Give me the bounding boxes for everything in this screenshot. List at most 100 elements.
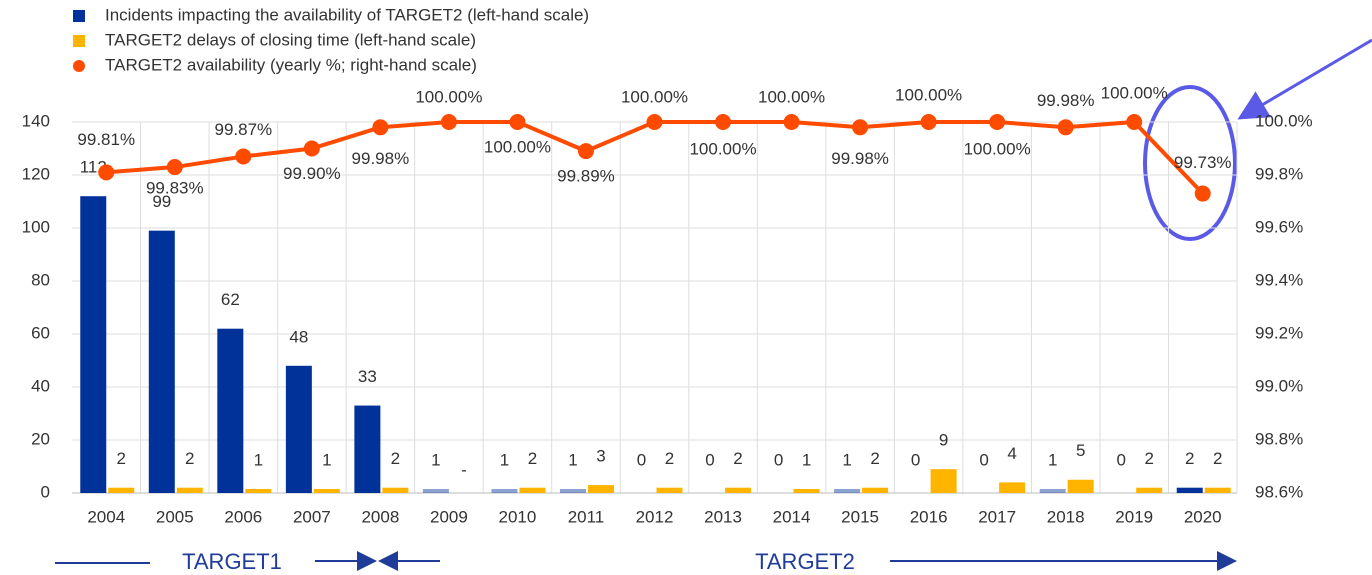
- data-label: 1: [254, 450, 263, 469]
- data-label: 99.73%: [1174, 153, 1232, 172]
- data-label: 1: [1048, 450, 1057, 469]
- data-label: -: [461, 460, 467, 479]
- point: [509, 114, 526, 130]
- y-tick-label: 140: [22, 111, 50, 130]
- point: [166, 159, 183, 176]
- legend-label: Incidents impacting the availability of …: [105, 5, 589, 24]
- data-label: 99.98%: [352, 149, 410, 168]
- y-tick-label: 0: [41, 482, 50, 501]
- point: [1126, 114, 1143, 130]
- data-label: 99: [152, 192, 171, 211]
- x-tick-label: 2016: [910, 507, 948, 526]
- y2-tick-label: 99.4%: [1255, 270, 1303, 289]
- legend-label: TARGET2 availability (yearly %; right-ha…: [105, 55, 477, 74]
- bar: [422, 489, 449, 493]
- data-label: 1: [842, 450, 851, 469]
- bar: [725, 487, 752, 493]
- y2-tick-label: 98.8%: [1255, 429, 1303, 448]
- point: [440, 114, 457, 130]
- bar: [1176, 487, 1203, 493]
- bar: [862, 487, 889, 493]
- data-label: 2: [733, 449, 742, 468]
- bar: [656, 487, 683, 493]
- data-label: 100.00%: [621, 87, 688, 106]
- bar: [1067, 479, 1094, 493]
- y-tick-label: 20: [31, 429, 50, 448]
- data-label: 99.98%: [1037, 91, 1095, 110]
- bar: [491, 489, 518, 493]
- bar: [1136, 487, 1163, 493]
- point: [1057, 119, 1074, 136]
- data-label: 99.89%: [557, 167, 615, 186]
- bar: [1204, 487, 1231, 493]
- bar: [793, 489, 820, 493]
- data-label: 0: [1116, 450, 1125, 469]
- data-label: 62: [221, 290, 240, 309]
- y2-tick-label: 99.0%: [1255, 376, 1303, 395]
- data-label: 2: [528, 449, 537, 468]
- data-label: 2: [185, 449, 194, 468]
- bar: [519, 487, 546, 493]
- bar: [999, 482, 1026, 493]
- data-label: 4: [1007, 444, 1016, 463]
- bar: [587, 485, 614, 493]
- data-label: 1: [500, 450, 509, 469]
- x-tick-label: 2013: [704, 507, 742, 526]
- y2-tick-label: 99.2%: [1255, 323, 1303, 342]
- bar: [285, 365, 312, 493]
- data-label: 1: [322, 450, 331, 469]
- bar: [1039, 489, 1066, 493]
- data-label: 99.83%: [146, 179, 204, 198]
- data-label: 3: [596, 447, 605, 466]
- x-tick-label: 2018: [1047, 507, 1085, 526]
- point: [577, 143, 594, 160]
- bar: [80, 196, 107, 493]
- data-label: 9: [939, 431, 948, 450]
- bar: [559, 489, 586, 493]
- annotation: TARGET1: [182, 549, 282, 574]
- bar: [354, 405, 381, 493]
- x-tick-label: 2017: [978, 507, 1016, 526]
- x-tick-label: 2009: [430, 507, 468, 526]
- point: [372, 119, 389, 136]
- y2-tick-label: 98.6%: [1255, 482, 1303, 501]
- bar: [148, 230, 175, 493]
- data-label: 33: [358, 367, 377, 386]
- point: [715, 114, 732, 130]
- data-label: 2: [1144, 449, 1153, 468]
- data-label: 0: [979, 450, 988, 469]
- data-label: 0: [637, 450, 646, 469]
- data-label: 5: [1076, 441, 1085, 460]
- x-tick-label: 2014: [773, 507, 811, 526]
- data-label: 1: [431, 450, 440, 469]
- data-label: 100.00%: [895, 85, 962, 104]
- data-label: 2: [870, 449, 879, 468]
- annotation: TARGET2: [755, 549, 855, 574]
- x-tick-label: 2015: [841, 507, 879, 526]
- point: [235, 148, 252, 165]
- data-label: 1: [802, 450, 811, 469]
- point: [989, 114, 1006, 130]
- point: [783, 114, 800, 130]
- y-tick-label: 120: [22, 164, 50, 183]
- data-label: 100.00%: [484, 137, 551, 156]
- y-tick-label: 60: [31, 323, 50, 342]
- x-tick-label: 2005: [156, 507, 194, 526]
- bar: [834, 489, 861, 493]
- y2-tick-label: 99.8%: [1255, 164, 1303, 183]
- point: [303, 140, 320, 157]
- bar: [930, 469, 957, 493]
- data-label: 100.00%: [415, 87, 482, 106]
- bar: [313, 489, 340, 493]
- data-label: 0: [705, 450, 714, 469]
- y-tick-label: 80: [31, 270, 50, 289]
- x-tick-label: 2004: [87, 507, 125, 526]
- data-label: 0: [774, 450, 783, 469]
- bar: [217, 328, 244, 493]
- data-label: 2: [117, 449, 126, 468]
- point: [920, 114, 937, 130]
- bar: [245, 489, 272, 493]
- x-tick-label: 2010: [499, 507, 537, 526]
- point: [646, 114, 663, 130]
- data-label: 99.87%: [214, 120, 272, 139]
